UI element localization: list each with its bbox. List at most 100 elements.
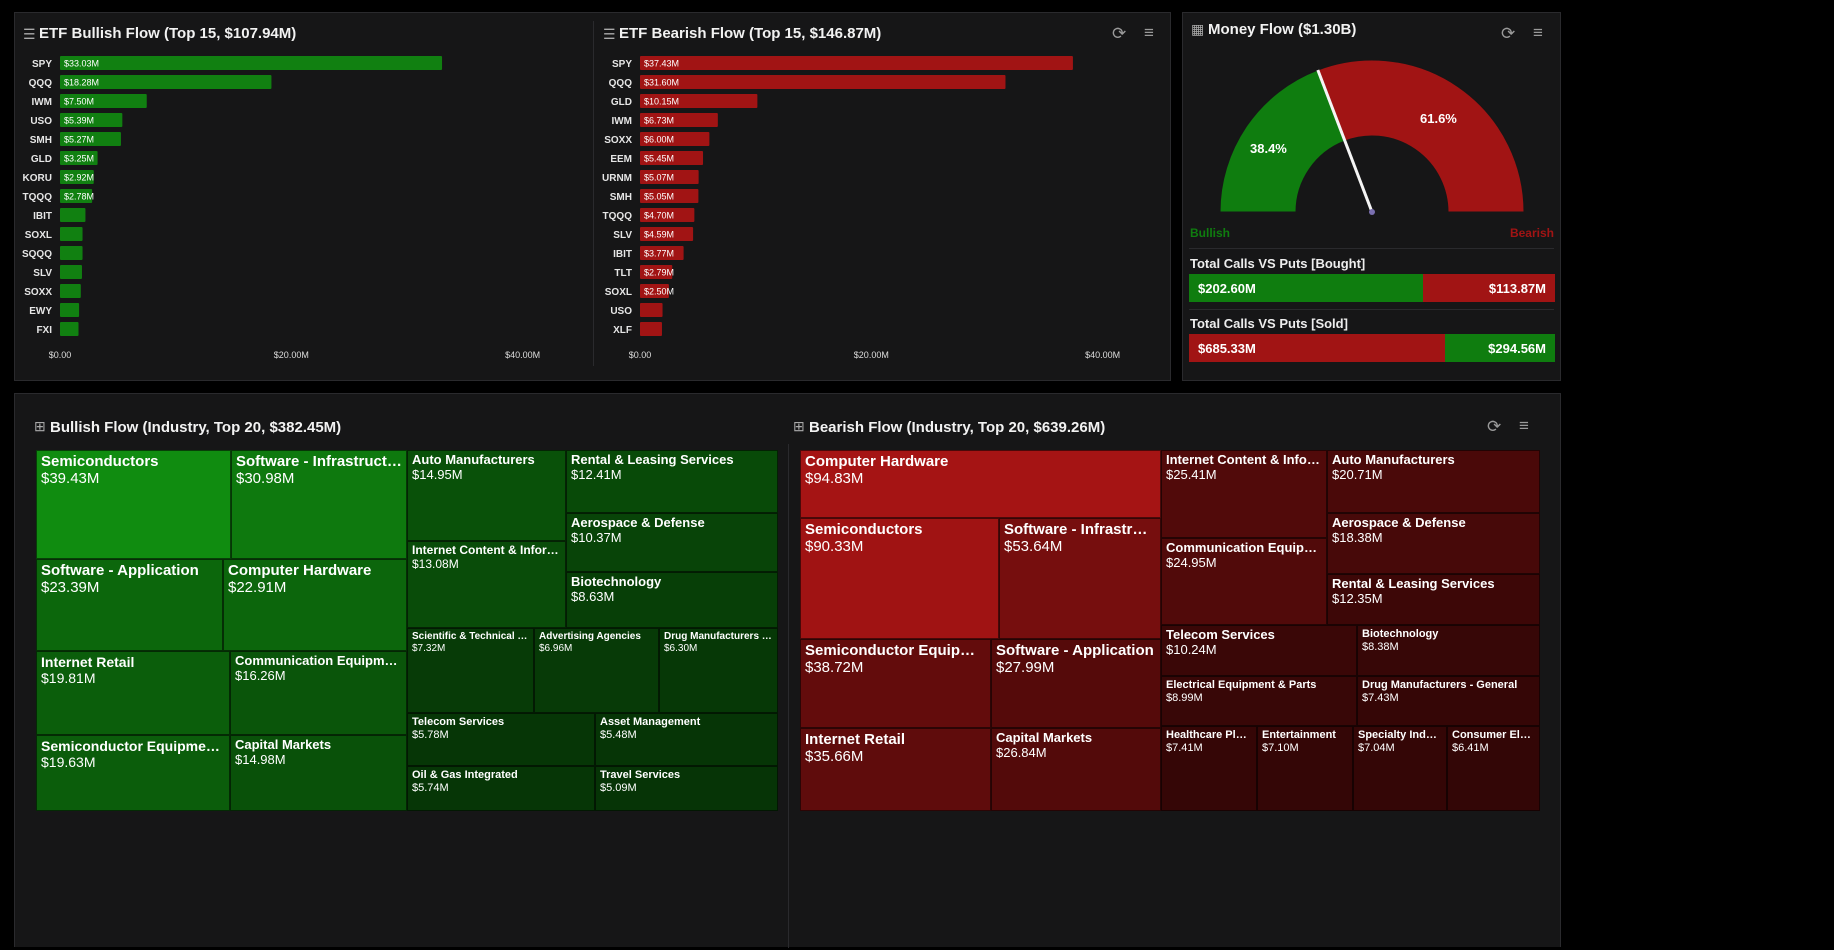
bearish-bar[interactable]: [640, 265, 673, 279]
bullish-treemap-cell-name: Semiconductor Equipment &...: [41, 738, 225, 754]
bearish-treemap-cell[interactable]: Biotechnology $8.38M: [1357, 625, 1540, 676]
bearish-treemap-cell[interactable]: Internet Retail $35.66M: [800, 728, 991, 811]
bullish-treemap-cell[interactable]: Computer Hardware $22.91M: [223, 559, 407, 651]
money-flow-title: Money Flow ($1.30B): [1208, 21, 1357, 38]
bearish-treemap-cell-name: Telecom Services: [1166, 628, 1275, 642]
bullish-treemap-cell[interactable]: Drug Manufacturers - ... $6.30M: [659, 628, 778, 713]
bearish-bar[interactable]: [640, 170, 699, 184]
bearish-bar[interactable]: [640, 284, 669, 298]
bullish-bar[interactable]: [60, 113, 123, 127]
bullish-treemap-cell-value: $16.26M: [235, 667, 286, 683]
bullish-gauge-arc[interactable]: [1219, 69, 1346, 213]
bearish-treemap-cell[interactable]: Specialty Industri...$7.04M: [1353, 726, 1447, 811]
bullish-treemap-cell[interactable]: Biotechnology $8.63M: [566, 572, 778, 628]
bearish-category-label: SLV: [613, 230, 632, 241]
bullish-bar[interactable]: [60, 284, 81, 298]
bullish-category-label: KORU: [23, 173, 52, 184]
bearish-industry-title: Bearish Flow (Industry, Top 20, $639.26M…: [809, 419, 1106, 436]
bullish-treemap-cell[interactable]: Capital Markets $14.98M: [230, 735, 407, 811]
bullish-treemap-cell-value: $6.30M: [664, 642, 698, 654]
bullish-treemap-cell[interactable]: Internet Retail $19.81M: [36, 651, 230, 735]
bullish-bar-value-label: $3.25M: [64, 154, 94, 164]
bullish-treemap-cell[interactable]: Auto Manufacturers $14.95M: [407, 450, 566, 541]
bullish-treemap-cell[interactable]: Travel Services $5.09M: [595, 766, 778, 811]
bullish-bar[interactable]: [60, 75, 272, 89]
bullish-treemap-cell[interactable]: Advertising Agencies $6.96M: [534, 628, 659, 713]
bullish-treemap-cell[interactable]: Software - Infrastructure $30.98M: [231, 450, 407, 559]
refresh-icon[interactable]: ⟳: [1487, 417, 1502, 436]
bearish-treemap-cell-value: $25.41M: [1166, 466, 1217, 482]
bullish-bar[interactable]: [60, 170, 94, 184]
filter-icon[interactable]: ≡: [1519, 416, 1529, 435]
bearish-treemap-cell[interactable]: Telecom Services $10.24M: [1161, 625, 1357, 676]
bearish-treemap-cell[interactable]: Aerospace & Defense $18.38M: [1327, 513, 1540, 574]
bullish-treemap-cell[interactable]: Oil & Gas Integrated $5.74M: [407, 766, 595, 811]
bullish-bar[interactable]: [60, 208, 86, 222]
bearish-gauge-arc[interactable]: [1317, 59, 1525, 213]
bullish-bar[interactable]: [60, 322, 79, 336]
bullish-treemap-cell[interactable]: Aerospace & Defense $10.37M: [566, 513, 778, 572]
bullish-bar[interactable]: [60, 132, 121, 146]
bearish-bar[interactable]: [640, 113, 718, 127]
bearish-bar[interactable]: [640, 227, 694, 241]
bearish-category-label: TLT: [614, 268, 632, 279]
bullish-bar[interactable]: [60, 303, 80, 317]
bullish-bar[interactable]: [60, 227, 83, 241]
bullish-treemap-cell[interactable]: Scientific & Technical In... $7.32M: [407, 628, 534, 713]
bearish-treemap-cell[interactable]: Software - Application $27.99M: [991, 639, 1161, 728]
bullish-treemap-cell-name: Software - Application: [41, 562, 199, 579]
bearish-treemap-cell[interactable]: Software - Infrastructure$53.64M: [999, 518, 1161, 639]
bearish-bar[interactable]: [640, 151, 704, 165]
bearish-bar[interactable]: [640, 208, 695, 222]
bearish-treemap-cell[interactable]: Entertainment $7.10M: [1257, 726, 1353, 811]
bullish-treemap-cell[interactable]: Rental & Leasing Services $12.41M: [566, 450, 778, 513]
bullish-category-label: SOXX: [24, 287, 52, 298]
bearish-treemap-cell[interactable]: Computer Hardware $94.83M: [800, 450, 1161, 518]
bullish-treemap-cell-name: Capital Markets: [235, 738, 332, 752]
bearish-bar[interactable]: [640, 322, 662, 336]
bullish-treemap-cell-value: $30.98M: [236, 470, 295, 488]
bullish-bar[interactable]: [60, 151, 98, 165]
bearish-treemap-cell[interactable]: Drug Manufacturers - General $7.43M: [1357, 676, 1540, 726]
bullish-treemap-cell[interactable]: Software - Application $23.39M: [36, 559, 223, 651]
bearish-treemap-cell[interactable]: Auto Manufacturers $20.71M: [1327, 450, 1540, 513]
bullish-bar[interactable]: [60, 246, 83, 260]
bullish-bar[interactable]: [60, 189, 93, 203]
bullish-treemap-cell[interactable]: Semiconductor Equipment &... $19.63M: [36, 735, 230, 811]
bearish-bar[interactable]: [640, 56, 1073, 70]
bearish-treemap-cell[interactable]: Consumer Electr...$6.41M: [1447, 726, 1540, 811]
bearish-treemap-cell[interactable]: Internet Content & Informati...$25.41M: [1161, 450, 1327, 538]
bullish-treemap-cell[interactable]: Telecom Services $5.78M: [407, 713, 595, 766]
bearish-bar[interactable]: [640, 303, 663, 317]
refresh-icon[interactable]: ⟳: [1112, 24, 1127, 43]
calls-vs-puts-bought-title: Total Calls VS Puts [Bought]: [1190, 256, 1366, 271]
bearish-treemap-cell[interactable]: Semiconductor Equipment ...$38.72M: [800, 639, 991, 728]
bullish-treemap-cell[interactable]: Semiconductors $39.43M: [36, 450, 231, 559]
bearish-bar[interactable]: [640, 246, 684, 260]
bearish-bar[interactable]: [640, 132, 710, 146]
bullish-treemap-cell-value: $19.63M: [41, 754, 96, 771]
bullish-category-label: EWY: [29, 306, 52, 317]
bearish-bar[interactable]: [640, 94, 758, 108]
bullish-bar[interactable]: [60, 265, 82, 279]
bullish-bar[interactable]: [60, 56, 443, 70]
bearish-treemap-cell[interactable]: Healthcare Plans $7.41M: [1161, 726, 1257, 811]
bullish-treemap-cell-value: $39.43M: [41, 470, 100, 488]
filter-icon[interactable]: ≡: [1144, 23, 1154, 42]
bullish-treemap-cell-value: $19.81M: [41, 670, 96, 687]
bearish-treemap-cell[interactable]: Semiconductors $90.33M: [800, 518, 999, 639]
bearish-treemap-cell[interactable]: Communication Equipment $24.95M: [1161, 538, 1327, 625]
sold-left-segment: $685.33M: [1189, 334, 1445, 362]
refresh-icon[interactable]: ⟳: [1501, 24, 1516, 43]
bullish-treemap-cell[interactable]: Internet Content & Informa... $13.08M: [407, 541, 566, 628]
bearish-treemap-cell[interactable]: Capital Markets $26.84M: [991, 728, 1161, 811]
bearish-treemap-cell-value: $18.38M: [1332, 529, 1383, 545]
filter-icon[interactable]: ≡: [1533, 23, 1543, 42]
bearish-treemap-cell[interactable]: Electrical Equipment & Parts $8.99M: [1161, 676, 1357, 726]
bearish-treemap-cell[interactable]: Rental & Leasing Services $12.35M: [1327, 574, 1540, 625]
bullish-bar[interactable]: [60, 94, 147, 108]
bearish-bar[interactable]: [640, 75, 1006, 89]
bearish-bar[interactable]: [640, 189, 699, 203]
bullish-treemap-cell[interactable]: Communication Equipment $16.26M: [230, 651, 407, 735]
bullish-treemap-cell[interactable]: Asset Management $5.48M: [595, 713, 778, 766]
